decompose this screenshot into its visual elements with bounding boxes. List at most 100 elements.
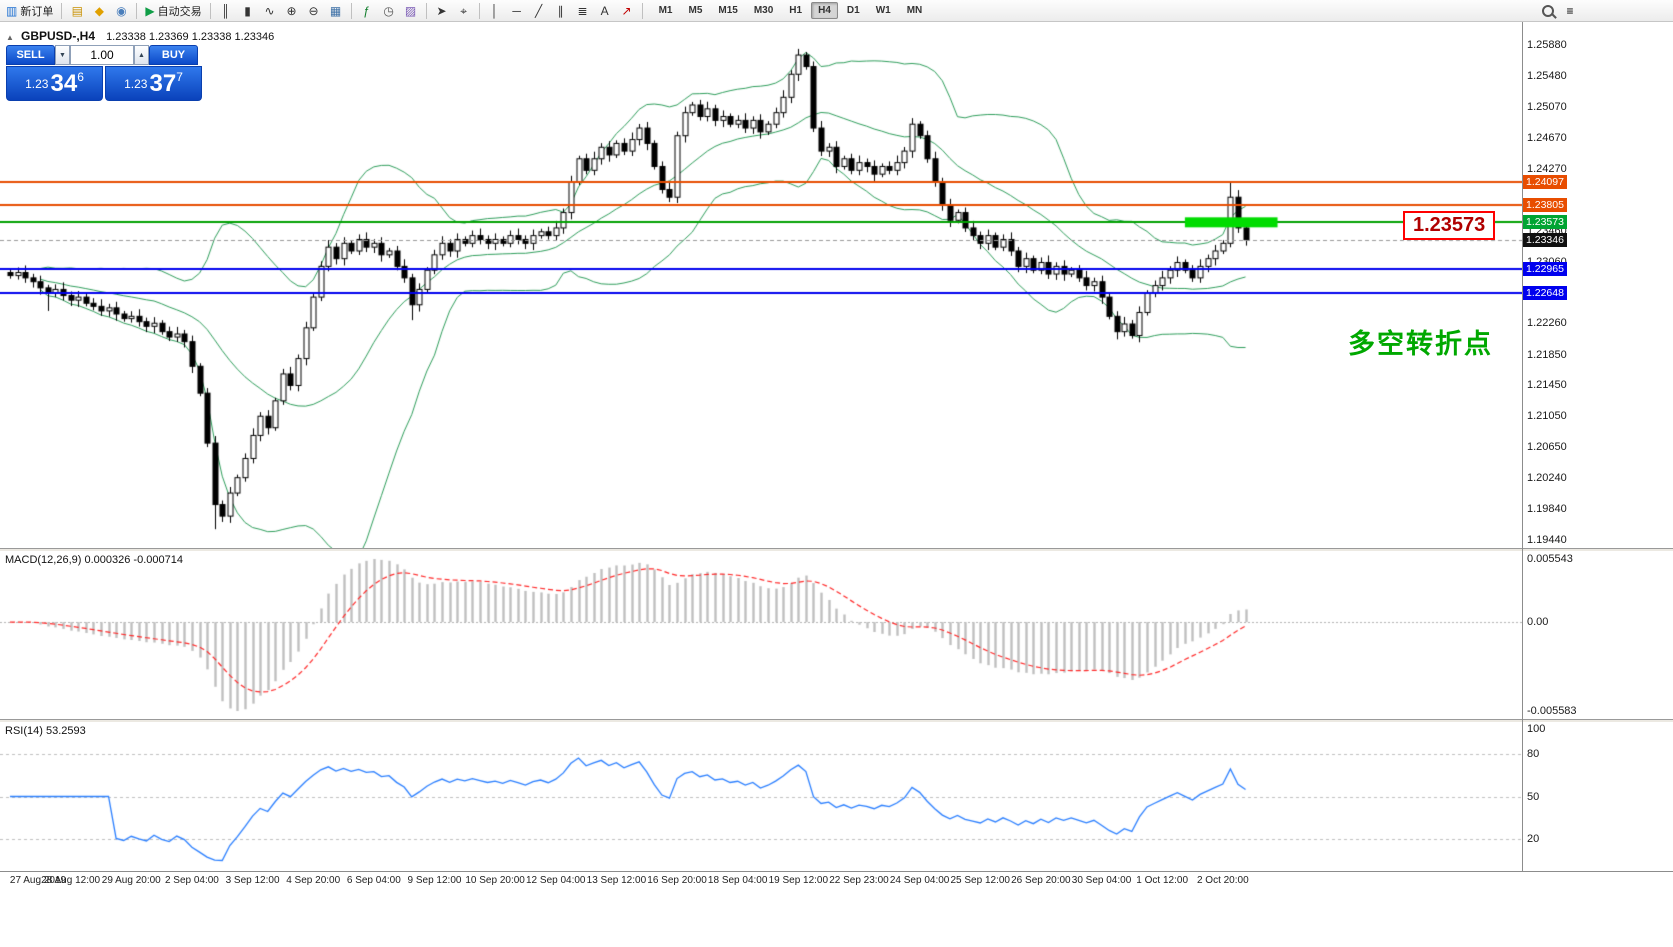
chart-windows-button[interactable]: ▤ — [67, 2, 87, 20]
periods-icon: ◷ — [383, 3, 394, 18]
rsi-label: RSI(14) 53.2593 — [5, 725, 86, 737]
new-order-label: 新订单 — [20, 5, 54, 18]
price-axis-label: 1.19440 — [1527, 533, 1567, 546]
candlestick-chart-button[interactable]: ▮ — [238, 2, 258, 20]
timeframe-m5[interactable]: M5 — [681, 2, 709, 19]
search-button[interactable] — [1538, 2, 1558, 20]
arrow-objects-icon: ↗ — [621, 3, 632, 18]
time-axis-label: 2 Sep 04:00 — [164, 875, 219, 886]
zoom-out-button[interactable]: ⊖ — [304, 2, 324, 20]
time-axis-label: 22 Sep 23:00 — [829, 875, 889, 886]
crosshair-icon: ⌖ — [460, 3, 467, 18]
vertical-line-button[interactable]: │ — [485, 2, 505, 20]
time-axis-label: 9 Sep 12:00 — [407, 875, 462, 886]
toolbar-separator — [425, 2, 427, 19]
trendline-button[interactable]: ╱ — [529, 2, 549, 20]
timeframe-m30[interactable]: M30 — [747, 2, 780, 19]
timeframe-h1[interactable]: H1 — [782, 2, 809, 19]
ohlc-values: 1.23338 1.23369 1.23338 1.23346 — [106, 31, 275, 43]
line-chart-button[interactable]: ∿ — [260, 2, 280, 20]
macd-axis-label: 0.00 — [1527, 616, 1549, 629]
price-tag: 1.22648 — [1523, 286, 1567, 301]
refresh-button[interactable]: ◉ — [111, 2, 131, 20]
buy-price-button[interactable]: 1.23 37 7 — [105, 66, 202, 101]
new-order-button[interactable]: ▥ 新订单 — [3, 2, 56, 20]
zoom-in-icon: ⊕ — [286, 3, 297, 18]
price-callout: 1.23573 — [1403, 211, 1496, 240]
sell-price-button[interactable]: 1.23 34 6 — [6, 66, 103, 101]
crosshair-button[interactable]: ⌖ — [454, 2, 474, 20]
time-axis-label: 24 Sep 04:00 — [889, 875, 950, 886]
time-axis-label: 19 Sep 12:00 — [768, 875, 829, 886]
panel-splitter[interactable] — [0, 719, 1673, 722]
toolbar-separator — [350, 2, 352, 19]
time-axis[interactable] — [0, 871, 1673, 894]
price-axis-label: 1.25880 — [1527, 39, 1567, 52]
volume-increase-button[interactable]: ▲ — [134, 45, 149, 65]
sell-price-big: 34 — [50, 69, 78, 97]
price-axis-label: 1.20240 — [1527, 472, 1567, 485]
text-label-icon: A — [600, 3, 609, 18]
auto-trading-label: 自动交易 — [157, 5, 202, 18]
time-axis-label: 1 Oct 12:00 — [1136, 875, 1189, 886]
arrow-objects-button[interactable]: ↗ — [617, 2, 637, 20]
sell-price-sup: 6 — [77, 70, 84, 84]
buy-button[interactable]: BUY — [149, 45, 198, 65]
one-click-toggle[interactable]: ▲ — [6, 33, 14, 42]
price-tag: 1.24097 — [1523, 175, 1567, 190]
horizontal-line-icon: ─ — [512, 3, 521, 18]
fibonacci-button[interactable]: ≣ — [573, 2, 593, 20]
timeframe-w1[interactable]: W1 — [869, 2, 898, 19]
tile-windows-button[interactable]: ▦ — [326, 2, 346, 20]
price-axis-label: 1.19840 — [1527, 503, 1567, 516]
indicators-button[interactable]: ƒ — [357, 2, 377, 20]
refresh-icon: ◉ — [116, 3, 127, 18]
price-chart[interactable] — [0, 22, 1522, 548]
equidistant-channel-button[interactable]: ∥ — [551, 2, 571, 20]
rsi-chart[interactable] — [0, 722, 1522, 871]
trendline-icon: ╱ — [534, 3, 543, 18]
time-axis-label: 28 Aug 12:00 — [41, 875, 101, 886]
templates-icon: ▨ — [404, 3, 417, 18]
search-icon — [1542, 4, 1554, 17]
rsi-value: 53.2593 — [45, 725, 86, 737]
timeframe-m1[interactable]: M1 — [652, 2, 680, 19]
volume-input[interactable] — [70, 45, 134, 65]
macd-values: 0.000326 -0.000714 — [84, 554, 183, 566]
price-axis-label: 1.25480 — [1527, 69, 1567, 82]
text-label-button[interactable]: A — [595, 2, 615, 20]
templates-button[interactable]: ▨ — [401, 2, 421, 20]
auto-trading-button[interactable]: ▶ 自动交易 — [142, 2, 204, 20]
price-axis-label: 1.21450 — [1527, 379, 1567, 392]
window-menu-button[interactable]: ≡ — [1560, 2, 1580, 20]
timeframe-bar: M1 M5 M15 M30 H1 H4 D1 W1 MN — [651, 2, 931, 19]
horizontal-line-button[interactable]: ─ — [507, 2, 527, 20]
panel-splitter[interactable] — [0, 548, 1673, 551]
window-menu-icon: ≡ — [1566, 3, 1574, 18]
toolbar-groups: ▥ 新订单 ▤ ◆ ◉ ▶ 自动交易 ║ ▮ ∿ ⊕ ⊖ ▦ ƒ ◷ ▨ ➤ ⌖ │ ─ ╱ ∥ ≣ A ↗ — [2, 2, 638, 20]
candlestick-chart-icon: ▮ — [244, 3, 251, 18]
volume-decrease-button[interactable]: ▼ — [55, 45, 70, 65]
timeframe-mn[interactable]: MN — [900, 2, 930, 19]
time-axis-label: 29 Aug 20:00 — [101, 875, 161, 886]
cursor-icon: ➤ — [436, 3, 447, 18]
macd-chart[interactable] — [0, 551, 1522, 719]
profiles-button[interactable]: ◆ — [89, 2, 109, 20]
periods-button[interactable]: ◷ — [379, 2, 399, 20]
timeframe-m15[interactable]: M15 — [711, 2, 744, 19]
time-axis-label: 18 Sep 04:00 — [707, 875, 768, 886]
time-axis-label: 12 Sep 04:00 — [526, 875, 586, 886]
new-order-icon: ▥ — [6, 3, 18, 18]
zoom-in-button[interactable]: ⊕ — [282, 2, 302, 20]
bars-chart-button[interactable]: ║ — [216, 2, 236, 20]
rsi-axis-label: 100 — [1527, 723, 1546, 735]
buy-price-big: 37 — [149, 69, 177, 97]
timeframe-d1[interactable]: D1 — [840, 2, 867, 19]
rsi-axis-label: 50 — [1527, 790, 1540, 803]
timeframe-h4[interactable]: H4 — [811, 2, 838, 19]
macd-axis-label: 0.005543 — [1527, 553, 1573, 565]
cursor-button[interactable]: ➤ — [432, 2, 452, 20]
toolbar-separator — [209, 2, 211, 19]
equidistant-channel-icon: ∥ — [557, 3, 564, 18]
sell-button[interactable]: SELL — [6, 45, 55, 65]
